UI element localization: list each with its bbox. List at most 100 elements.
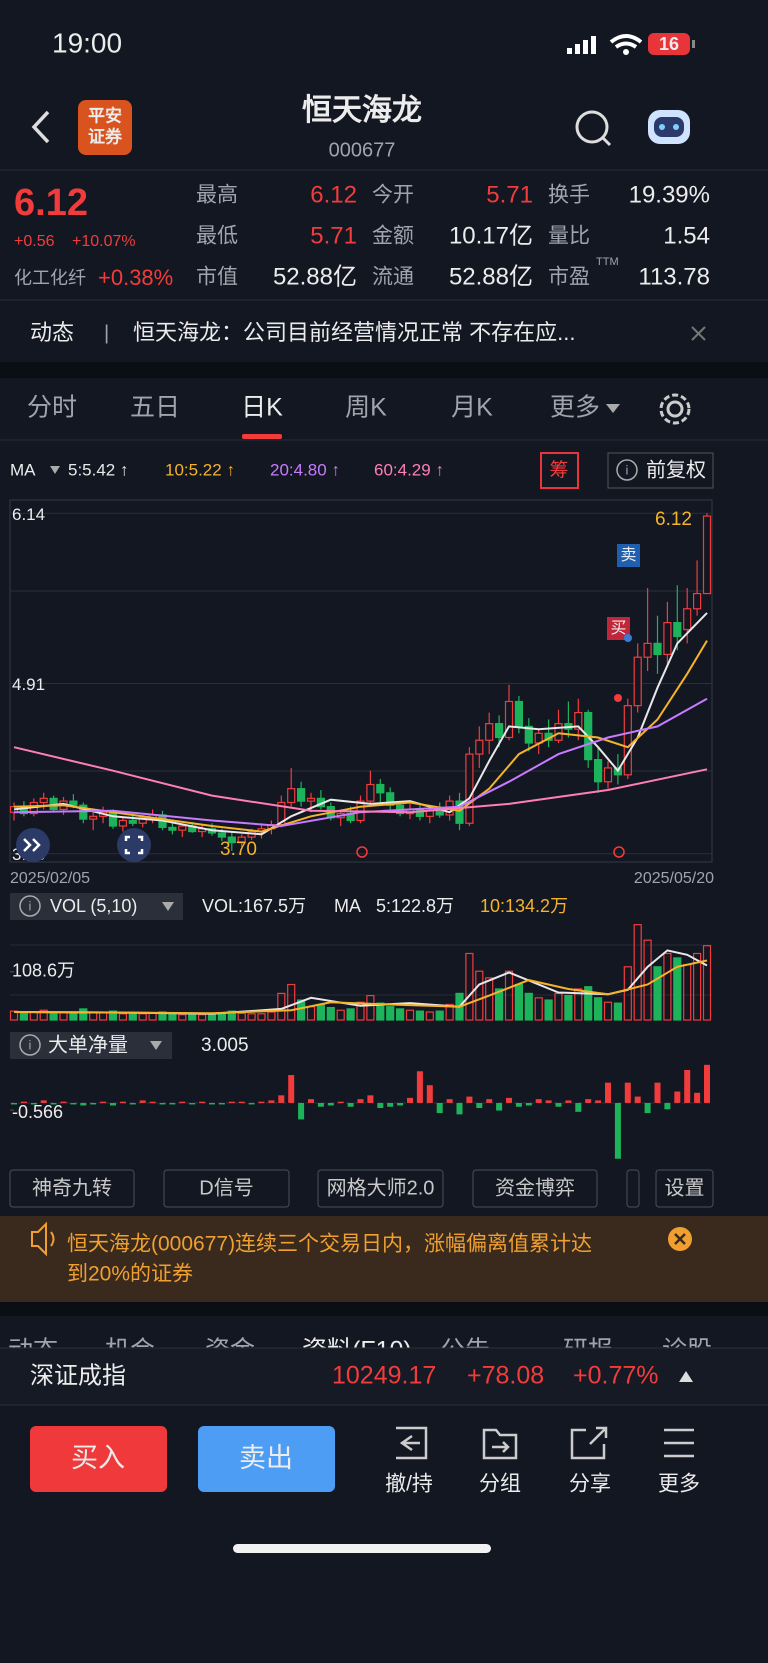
field-label: 市值 xyxy=(196,266,238,289)
flow-bar xyxy=(119,1101,126,1104)
flow-bar xyxy=(446,1099,453,1103)
index-expand[interactable] xyxy=(679,1371,693,1382)
flow-bar xyxy=(407,1097,413,1103)
tool-label: D信号 xyxy=(199,1176,253,1199)
index-pct: +0.77% xyxy=(573,1362,659,1390)
field-value: 1.54 xyxy=(663,222,710,249)
home-indicator xyxy=(233,1544,491,1553)
volume-bar xyxy=(633,924,642,1021)
chips-button[interactable] xyxy=(540,452,579,489)
volume-bar xyxy=(287,983,296,1021)
vol-ma-line xyxy=(13,959,708,1015)
volume-bar xyxy=(257,1013,266,1021)
candle-body xyxy=(118,819,128,827)
adjust-button[interactable] xyxy=(607,452,714,489)
news-tag[interactable]: 动态 xyxy=(30,320,74,345)
expand-button[interactable] xyxy=(16,828,50,862)
event-marker[interactable] xyxy=(356,846,368,858)
tool-button[interactable] xyxy=(472,1169,598,1208)
tool-label: 设置 xyxy=(665,1176,705,1199)
flow-bar xyxy=(169,1102,176,1105)
ma-dropdown[interactable] xyxy=(50,466,60,474)
broker-logo[interactable] xyxy=(78,100,132,155)
flow-bar xyxy=(228,1101,235,1104)
flow-bar xyxy=(387,1102,394,1107)
flow-bar xyxy=(506,1097,512,1103)
info-i: i xyxy=(29,898,32,913)
tab[interactable]: 月K xyxy=(451,394,493,422)
sell-label: 卖出 xyxy=(239,1443,293,1473)
flow-bar xyxy=(218,1102,225,1105)
tab[interactable]: 周K xyxy=(345,394,387,422)
field-value: 113.78 xyxy=(638,263,710,290)
flow-bar xyxy=(90,1102,97,1105)
flow-bar xyxy=(456,1102,463,1115)
alert-text: 恒天海龙(000677)连续三个交易日内，涨幅偏离值累计达 xyxy=(67,1233,592,1256)
vol-selector[interactable] xyxy=(10,893,183,920)
flow-bar xyxy=(80,1102,87,1106)
tab[interactable]: 日K xyxy=(241,394,283,422)
y-tick-label: -0.566 xyxy=(12,1102,63,1122)
field-value: 10.17亿 xyxy=(449,222,533,249)
volume-bar xyxy=(514,983,524,1021)
buy-marker[interactable] xyxy=(607,617,630,640)
share-icon xyxy=(570,1426,608,1460)
volume-bar xyxy=(495,988,504,1021)
tab[interactable]: 更多 xyxy=(550,394,600,422)
candle-body xyxy=(514,700,524,727)
candle-body xyxy=(168,826,177,831)
flow-selector[interactable] xyxy=(10,1032,172,1059)
candle-body xyxy=(237,836,246,844)
sell-marker[interactable] xyxy=(617,544,640,567)
candle-body xyxy=(386,792,395,806)
volume-bar xyxy=(574,988,583,1021)
index-bar[interactable] xyxy=(0,1348,768,1405)
candle-body xyxy=(89,815,98,820)
field-value: 6.12 xyxy=(310,181,357,208)
action-label[interactable]: 撤/持 xyxy=(385,1473,433,1496)
flow-bar xyxy=(367,1095,374,1103)
fullscreen-button[interactable] xyxy=(117,828,151,862)
tool-button[interactable] xyxy=(317,1169,444,1208)
volume-bar xyxy=(297,999,306,1021)
ma-line xyxy=(13,640,708,833)
event-marker[interactable] xyxy=(613,846,625,858)
flow-bar xyxy=(614,1102,621,1159)
candle-body xyxy=(366,783,375,802)
action-label[interactable]: 分享 xyxy=(569,1473,611,1496)
action-label[interactable]: 更多 xyxy=(658,1473,700,1496)
volume-bar xyxy=(465,952,474,1021)
flow-bar xyxy=(436,1102,443,1114)
tab[interactable]: 分时 xyxy=(27,394,77,422)
vol-title: VOL (5,10) xyxy=(50,896,137,916)
news-text[interactable]: 恒天海龙：公司目前经营情况正常 不存在应... xyxy=(133,320,575,345)
candle-body xyxy=(227,836,236,844)
volume-bar xyxy=(544,999,553,1021)
settings-button[interactable] xyxy=(659,393,691,425)
buy-button[interactable] xyxy=(30,1426,167,1492)
candle-body xyxy=(435,810,444,816)
ma-label[interactable]: MA xyxy=(10,460,36,479)
sell-button[interactable] xyxy=(198,1426,335,1492)
ma-legend: 20:4.80 ↑ xyxy=(270,460,340,479)
tool-button[interactable] xyxy=(655,1169,714,1208)
candle-body xyxy=(593,759,603,783)
flow-bar xyxy=(684,1069,691,1103)
volume-bar xyxy=(564,995,573,1021)
assistant-button[interactable] xyxy=(648,110,690,144)
back-button[interactable] xyxy=(31,110,50,144)
battery xyxy=(648,33,690,55)
search-button[interactable] xyxy=(575,110,609,144)
flow-bar xyxy=(20,1101,27,1104)
tool-button[interactable] xyxy=(163,1169,290,1208)
candle-body xyxy=(306,797,316,802)
tab[interactable]: 五日 xyxy=(130,394,180,422)
action-label[interactable]: 分组 xyxy=(479,1473,521,1496)
field-value: 5.71 xyxy=(310,222,357,249)
volume-bar xyxy=(425,1011,434,1021)
flow-bar xyxy=(397,1102,404,1106)
spacer xyxy=(0,1302,768,1316)
news-close[interactable] xyxy=(691,326,706,341)
tool-button[interactable] xyxy=(9,1169,135,1208)
